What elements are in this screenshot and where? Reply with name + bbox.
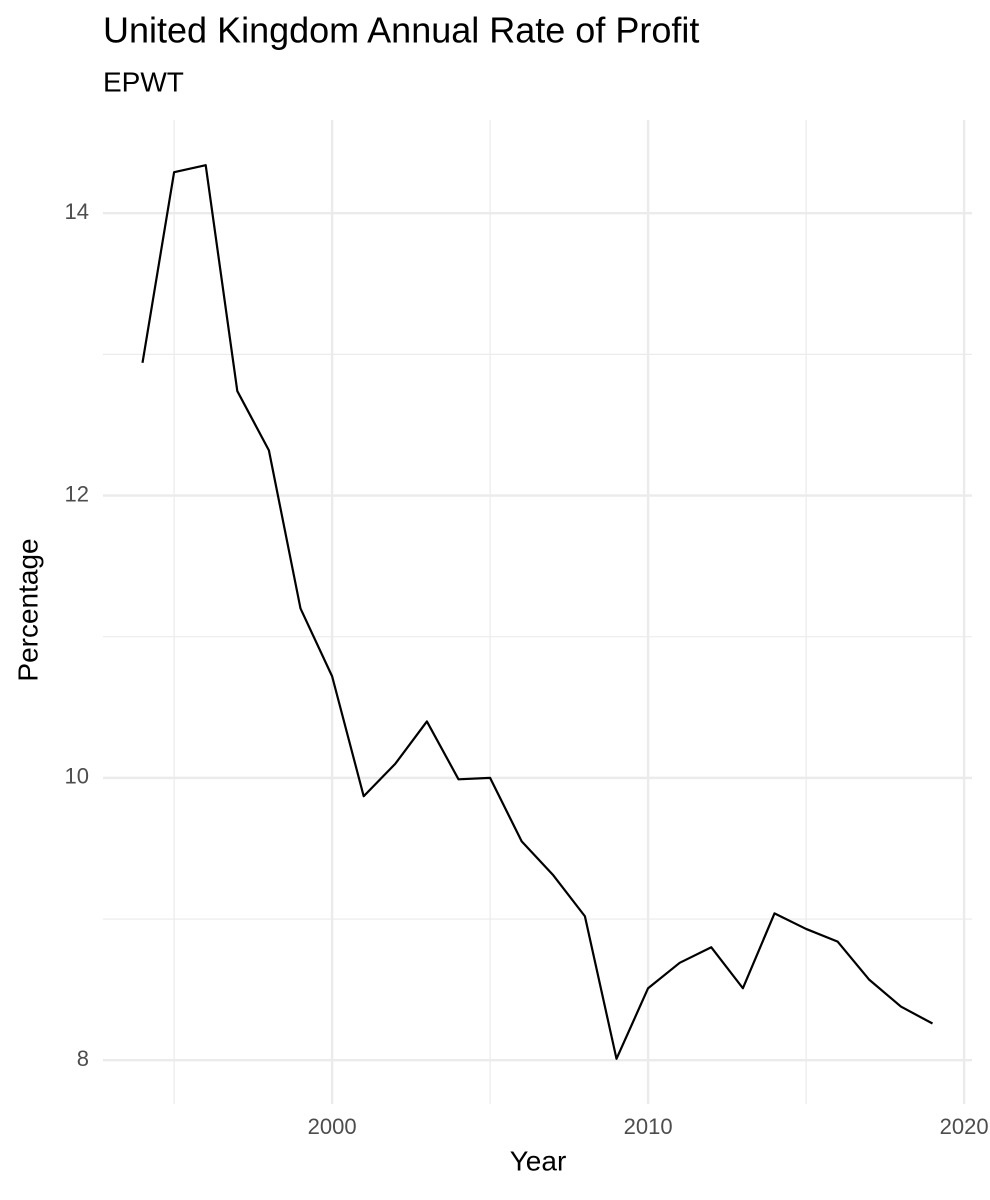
chart-subtitle: EPWT	[103, 66, 184, 97]
line	[141, 164, 934, 1060]
x-tick-label: 2020	[940, 1114, 989, 1139]
chart-title: United Kingdom Annual Rate of Profit	[103, 10, 699, 51]
y-tick-label: 12	[65, 481, 89, 506]
y-axis-title: Percentage	[12, 538, 43, 681]
x-tick-label: 2000	[308, 1114, 357, 1139]
x-axis-title: Year	[510, 1145, 567, 1176]
x-tick-label: 2010	[624, 1114, 673, 1139]
y-tick-label: 14	[65, 199, 89, 224]
y-tick-label: 10	[65, 764, 89, 789]
y-tick-label: 8	[77, 1046, 89, 1071]
